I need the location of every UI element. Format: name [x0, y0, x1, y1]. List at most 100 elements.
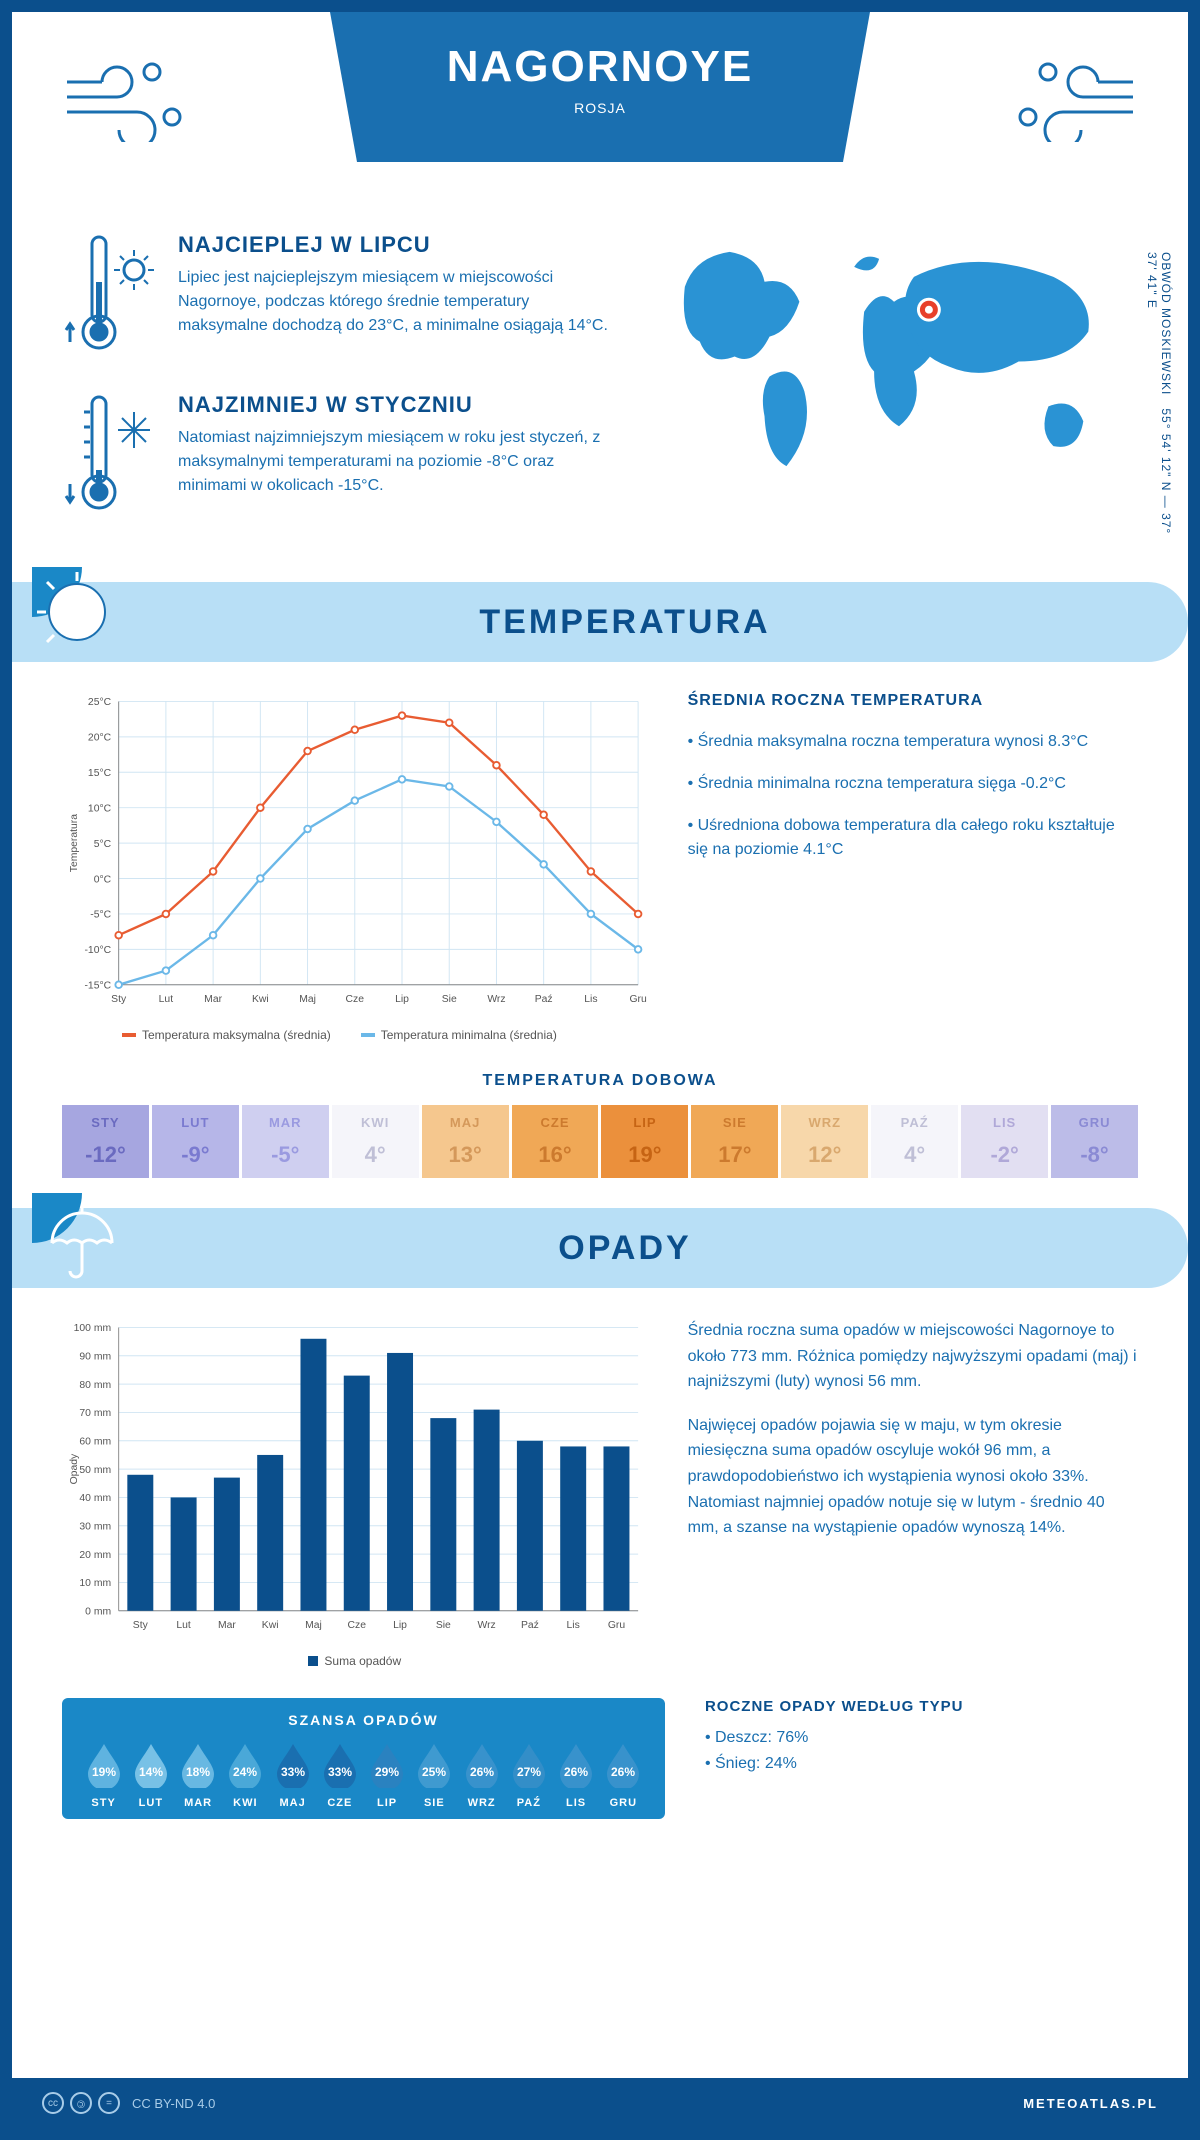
svg-text:19%: 19%	[92, 1765, 116, 1779]
svg-text:-5°C: -5°C	[90, 910, 111, 921]
footer: cc🄯= CC BY-ND 4.0 METEOATLAS.PL	[12, 2078, 1188, 2128]
svg-text:Maj: Maj	[305, 1620, 322, 1631]
svg-text:80 mm: 80 mm	[79, 1380, 111, 1391]
svg-text:20 mm: 20 mm	[79, 1550, 111, 1561]
precip-chart: 0 mm10 mm20 mm30 mm40 mm50 mm60 mm70 mm8…	[62, 1318, 648, 1668]
precip-title: OPADY	[62, 1229, 1188, 1268]
svg-text:Cze: Cze	[348, 1620, 367, 1631]
precip-type-box: ROCZNE OPADY WEDŁUG TYPU • Deszcz: 76% •…	[705, 1698, 1138, 1819]
svg-text:25°C: 25°C	[88, 697, 112, 708]
month-cell: GRU-8°	[1051, 1105, 1138, 1178]
precip-notes: Średnia roczna suma opadów w miejscowośc…	[688, 1318, 1138, 1668]
precip-note-1: Średnia roczna suma opadów w miejscowośc…	[688, 1318, 1138, 1395]
svg-text:Cze: Cze	[346, 994, 365, 1005]
coldest-title: NAJZIMNIEJ W STYCZNIU	[178, 392, 610, 418]
coldest-text: Natomiast najzimniejszym miesiącem w rok…	[178, 426, 610, 498]
svg-text:Gru: Gru	[608, 1620, 626, 1631]
svg-text:Sty: Sty	[111, 994, 127, 1005]
svg-text:26%: 26%	[611, 1765, 635, 1779]
svg-text:30 mm: 30 mm	[79, 1522, 111, 1533]
month-cell: PAŹ4°	[871, 1105, 958, 1178]
svg-text:5°C: 5°C	[94, 839, 112, 850]
svg-text:24%: 24%	[233, 1765, 257, 1779]
svg-text:27%: 27%	[517, 1765, 541, 1779]
temperature-chart: -15°C-10°C-5°C0°C5°C10°C15°C20°C25°CStyL…	[62, 692, 648, 1042]
svg-text:18%: 18%	[186, 1765, 210, 1779]
page: NAGORNOYE ROSJA NAJCIEPLEJ W LIPCU Lipie…	[0, 0, 1200, 2140]
svg-text:90 mm: 90 mm	[79, 1352, 111, 1363]
chance-drop: 26%LIS	[554, 1740, 597, 1809]
svg-text:26%: 26%	[564, 1765, 588, 1779]
svg-text:60 mm: 60 mm	[79, 1437, 111, 1448]
sun-icon	[32, 567, 132, 667]
svg-text:40 mm: 40 mm	[79, 1493, 111, 1504]
coordinates: OBWÓD MOSKIEWSKI 55° 54' 12" N — 37° 37'…	[1145, 252, 1173, 552]
license-text: CC BY-ND 4.0	[132, 2096, 215, 2111]
svg-text:50 mm: 50 mm	[79, 1465, 111, 1476]
month-cell: STY-12°	[62, 1105, 149, 1178]
warmest-block: NAJCIEPLEJ W LIPCU Lipiec jest najcieple…	[62, 232, 610, 362]
svg-text:Opady: Opady	[69, 1453, 80, 1484]
warmest-text: Lipiec jest najcieplejszym miesiącem w m…	[178, 266, 610, 338]
chance-drop: 33%CZE	[318, 1740, 361, 1809]
daily-temp-title: TEMPERATURA DOBOWA	[62, 1072, 1138, 1090]
month-cell: WRZ12°	[781, 1105, 868, 1178]
svg-text:10 mm: 10 mm	[79, 1578, 111, 1589]
svg-text:Maj: Maj	[299, 994, 316, 1005]
svg-text:Mar: Mar	[218, 1620, 236, 1631]
thermometer-cold-icon	[62, 392, 162, 522]
svg-text:Lip: Lip	[393, 1620, 407, 1631]
svg-text:Wrz: Wrz	[487, 994, 505, 1005]
svg-text:Temperatura: Temperatura	[69, 814, 80, 872]
svg-text:Wrz: Wrz	[477, 1620, 495, 1631]
type-rain: • Deszcz: 76%	[705, 1729, 1138, 1747]
svg-text:Lis: Lis	[567, 1620, 580, 1631]
svg-text:Lip: Lip	[395, 994, 409, 1005]
warmest-title: NAJCIEPLEJ W LIPCU	[178, 232, 610, 258]
svg-text:33%: 33%	[281, 1765, 305, 1779]
month-cell: KWI4°	[332, 1105, 419, 1178]
wind-icon-right	[998, 52, 1138, 142]
chance-drop: 26%WRZ	[460, 1740, 503, 1809]
temperature-section-head: TEMPERATURA	[12, 582, 1188, 662]
svg-text:Sty: Sty	[133, 1620, 149, 1631]
svg-text:Lut: Lut	[159, 994, 174, 1005]
svg-text:Lut: Lut	[176, 1620, 191, 1631]
month-cell: MAJ13°	[422, 1105, 509, 1178]
temp-note-1: • Średnia maksymalna roczna temperatura …	[688, 730, 1138, 754]
month-cell: LIP19°	[601, 1105, 688, 1178]
precip-chance-box: SZANSA OPADÓW 19%STY14%LUT18%MAR24%KWI33…	[62, 1698, 665, 1819]
types-title: ROCZNE OPADY WEDŁUG TYPU	[705, 1698, 1138, 1715]
svg-text:15°C: 15°C	[88, 768, 112, 779]
svg-text:-10°C: -10°C	[84, 945, 111, 956]
svg-text:14%: 14%	[139, 1765, 163, 1779]
svg-text:Paź: Paź	[521, 1620, 539, 1631]
svg-text:26%: 26%	[470, 1765, 494, 1779]
chance-drop: 24%KWI	[224, 1740, 267, 1809]
svg-text:Sie: Sie	[442, 994, 457, 1005]
chance-drop: 26%GRU	[602, 1740, 645, 1809]
chance-drop: 29%LIP	[365, 1740, 408, 1809]
svg-text:Gru: Gru	[629, 994, 647, 1005]
month-cell: MAR-5°	[242, 1105, 329, 1178]
svg-text:29%: 29%	[375, 1765, 399, 1779]
temperature-title: TEMPERATURA	[62, 603, 1188, 642]
month-cell: LUT-9°	[152, 1105, 239, 1178]
chance-title: SZANSA OPADÓW	[82, 1712, 645, 1728]
title-banner: NAGORNOYE ROSJA	[330, 12, 870, 162]
svg-text:20°C: 20°C	[88, 733, 112, 744]
precip-note-2: Najwięcej opadów pojawia się w maju, w t…	[688, 1413, 1138, 1541]
wind-icon-left	[62, 52, 202, 142]
world-map	[640, 232, 1138, 491]
daily-temp-grid: STY-12°LUT-9°MAR-5°KWI4°MAJ13°CZE16°LIP1…	[62, 1105, 1138, 1178]
precip-legend: Suma opadów	[62, 1654, 648, 1668]
thermometer-hot-icon	[62, 232, 162, 362]
svg-text:33%: 33%	[328, 1765, 352, 1779]
svg-text:Lis: Lis	[584, 994, 597, 1005]
temp-note-2: • Średnia minimalna roczna temperatura s…	[688, 772, 1138, 796]
month-cell: LIS-2°	[961, 1105, 1048, 1178]
month-cell: CZE16°	[512, 1105, 599, 1178]
chance-drop: 33%MAJ	[271, 1740, 314, 1809]
precip-section-head: OPADY	[12, 1208, 1188, 1288]
svg-text:0 mm: 0 mm	[85, 1607, 111, 1618]
